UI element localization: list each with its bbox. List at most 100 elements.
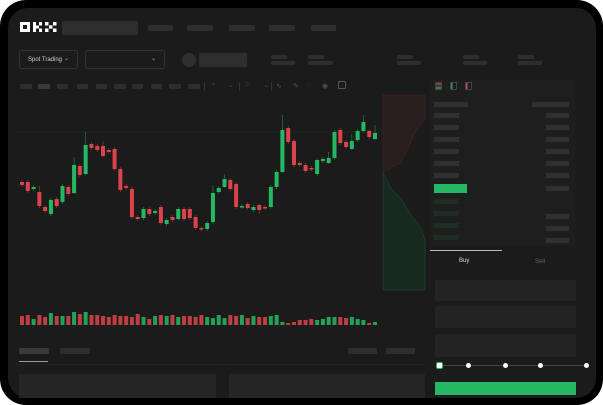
- timeframe-button[interactable]: [151, 84, 162, 89]
- total-input[interactable]: [435, 334, 576, 357]
- bid-price: [434, 235, 459, 240]
- volume-bar: [112, 315, 117, 325]
- volume-bar: [228, 315, 233, 325]
- depth-asks: [382, 94, 426, 174]
- bid-amount: [546, 226, 569, 231]
- ask-amount: [546, 186, 569, 191]
- candle: [77, 166, 82, 175]
- volume-bar: [320, 319, 325, 325]
- tab-open-orders[interactable]: [19, 348, 49, 354]
- slider-step-25[interactable]: [466, 363, 471, 368]
- volume-bar: [118, 316, 123, 325]
- depth-bids: [382, 172, 426, 291]
- toolbar-divider: [204, 82, 205, 91]
- fullscreen-icon[interactable]: [338, 81, 346, 89]
- filter-button[interactable]: [348, 348, 377, 354]
- search-bar[interactable]: [62, 21, 138, 35]
- tab-order-history[interactable]: [60, 348, 90, 354]
- orderbook-bids-icon[interactable]: [450, 82, 457, 90]
- candle: [193, 217, 198, 228]
- candle: [274, 172, 279, 187]
- timeframe-button[interactable]: [96, 84, 107, 89]
- candle: [257, 205, 262, 210]
- settings-icon[interactable]: ◉: [322, 83, 329, 90]
- volume-bar: [83, 312, 88, 325]
- timeframe-button[interactable]: [20, 84, 32, 89]
- candle: [349, 141, 354, 149]
- timeframe-button[interactable]: [132, 84, 143, 89]
- volume-bar: [193, 317, 198, 325]
- stat-value: [308, 61, 333, 65]
- stat-label: [518, 55, 534, 59]
- orderbook-asks-icon[interactable]: [465, 82, 472, 90]
- okx-logo: [20, 22, 57, 32]
- trading-mode-dropdown[interactable]: Spot Trading ⌄: [19, 50, 78, 69]
- volume-bar: [60, 316, 65, 325]
- tab-buy[interactable]: Buy: [459, 258, 470, 264]
- timeframe-button[interactable]: [188, 84, 200, 89]
- candle: [251, 207, 256, 210]
- buy-button[interactable]: [435, 382, 576, 395]
- ask-price: [434, 173, 459, 178]
- candle: [54, 199, 59, 206]
- amount-slider-handle[interactable]: [436, 362, 443, 369]
- bid-amount: [546, 238, 569, 243]
- candle: [20, 182, 24, 185]
- candle: [303, 165, 308, 171]
- camera-icon[interactable]: ◌: [307, 82, 312, 89]
- volume-bar: [124, 316, 129, 325]
- timeframe-button[interactable]: [169, 84, 181, 89]
- timeframe-button[interactable]: [57, 84, 68, 89]
- candle: [222, 179, 227, 187]
- candle: [373, 133, 377, 139]
- stat-value: [463, 61, 487, 65]
- volume-bar: [257, 317, 262, 325]
- volume-bar: [274, 315, 279, 325]
- draw-icon[interactable]: ✎: [293, 83, 299, 90]
- candle: [205, 223, 210, 229]
- slider-step-100[interactable]: [584, 363, 589, 368]
- wave-icon[interactable]: ∿: [276, 83, 282, 90]
- pair-dropdown[interactable]: ⌄: [85, 50, 165, 69]
- bid-amount: [546, 214, 569, 219]
- nav-item[interactable]: [269, 25, 295, 31]
- candle: [37, 192, 42, 206]
- volume-bar: [297, 320, 302, 325]
- pair-price: [199, 53, 247, 67]
- volume-bar: [222, 318, 227, 325]
- orderbook-both-icon[interactable]: [435, 82, 442, 90]
- timeframe-button[interactable]: [114, 84, 126, 89]
- candle: [43, 207, 48, 211]
- timeframe-button-active[interactable]: [38, 84, 50, 89]
- filter-button[interactable]: [386, 348, 415, 354]
- volume-bar: [25, 315, 30, 325]
- candle: [297, 163, 302, 165]
- price-input[interactable]: [435, 280, 576, 301]
- indicator-icon[interactable]: ≈: [212, 82, 216, 88]
- candle: [361, 122, 366, 131]
- chevron-down-icon[interactable]: ⌄: [264, 83, 270, 89]
- last-price-badge: [434, 184, 467, 193]
- chevron-down-icon: ⌄: [150, 56, 156, 62]
- candle: [118, 169, 123, 190]
- nav-item[interactable]: [187, 25, 213, 31]
- chart-type-icon[interactable]: □: [246, 82, 250, 88]
- chevron-down-icon: ⌄: [63, 56, 69, 62]
- nav-item[interactable]: [148, 25, 173, 31]
- candle: [234, 184, 239, 207]
- timeframe-button[interactable]: [77, 84, 88, 89]
- slider-step-75[interactable]: [538, 363, 543, 368]
- amount-input[interactable]: [435, 306, 576, 328]
- nav-item[interactable]: [229, 25, 255, 31]
- volume-bar: [280, 322, 285, 325]
- chevron-down-icon[interactable]: ⌄: [228, 83, 234, 89]
- candle: [153, 211, 158, 213]
- tab-underline: [430, 250, 502, 251]
- tab-sell[interactable]: Sell: [535, 259, 546, 265]
- slider-step-50[interactable]: [503, 363, 508, 368]
- candle: [60, 186, 65, 202]
- amount-slider-track[interactable]: [439, 365, 587, 366]
- nav-item[interactable]: [311, 25, 336, 31]
- candle: [286, 128, 291, 142]
- candle: [199, 228, 204, 230]
